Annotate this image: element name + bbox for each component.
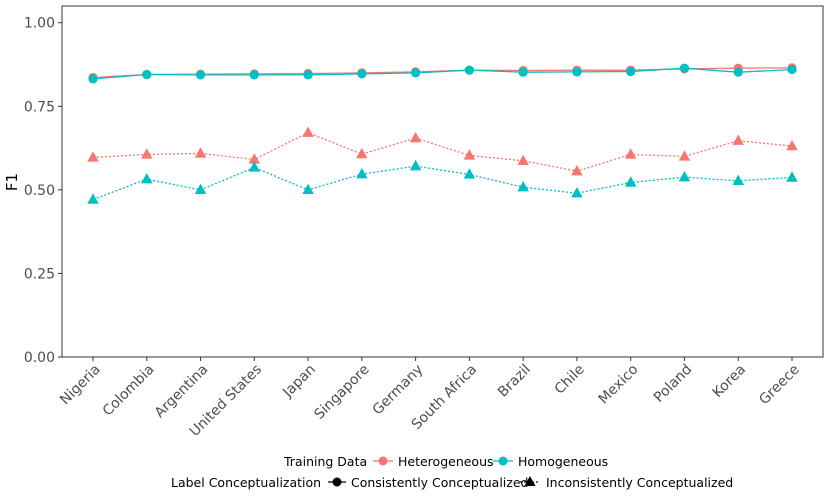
point-triangle-heterogeneous bbox=[302, 126, 314, 137]
point-circle-homogeneous bbox=[195, 70, 206, 80]
legend-label-heterogeneous: Heterogeneous bbox=[398, 454, 494, 469]
legend-label-inconsistent: Inconsistently Conceptualized bbox=[546, 475, 733, 490]
legend-key-homogeneous bbox=[493, 456, 513, 466]
plot-panel bbox=[61, 5, 824, 358]
legend-conceptualization: Label Conceptualization Consistently Con… bbox=[171, 475, 733, 490]
point-circle-homogeneous bbox=[626, 66, 636, 77]
y-tick-label: 0.25 bbox=[24, 266, 55, 282]
point-triangle-homogeneous bbox=[517, 180, 529, 192]
point-triangle-heterogeneous bbox=[732, 134, 744, 145]
point-triangle-homogeneous bbox=[194, 183, 207, 195]
x-tick-label: Mexico bbox=[596, 362, 642, 408]
point-triangle-homogeneous bbox=[302, 183, 314, 195]
point-triangle-homogeneous bbox=[409, 159, 422, 171]
x-tick-label: Japan bbox=[279, 362, 319, 402]
y-tick-label: 0.00 bbox=[24, 350, 55, 366]
legend-training-title: Training Data bbox=[283, 454, 367, 469]
point-triangle-homogeneous bbox=[248, 161, 261, 172]
x-tick-label: Greece bbox=[756, 362, 803, 409]
x-tick-label: Korea bbox=[710, 362, 749, 401]
point-triangle-homogeneous bbox=[624, 176, 637, 187]
x-tick-label: Colombia bbox=[100, 362, 158, 420]
x-tick-label: Brazil bbox=[495, 362, 534, 401]
point-triangle-homogeneous bbox=[463, 168, 476, 179]
legend-label-consistent: Consistently Conceptualized bbox=[351, 475, 528, 490]
x-tick-label: Chile bbox=[552, 362, 588, 398]
series-line-homogeneous-consistently-conceptualized bbox=[92, 67, 793, 80]
x-tick-label: Nigeria bbox=[57, 362, 104, 409]
y-axis-title: F1 bbox=[3, 173, 21, 191]
point-circle-homogeneous bbox=[572, 67, 582, 77]
point-circle-homogeneous bbox=[464, 65, 474, 75]
legend-key-heterogeneous bbox=[373, 456, 393, 466]
point-triangle-heterogeneous bbox=[463, 149, 476, 160]
point-triangle-heterogeneous bbox=[356, 147, 368, 159]
point-circle-homogeneous bbox=[733, 67, 743, 77]
point-triangle-heterogeneous bbox=[409, 131, 422, 143]
point-triangle-heterogeneous bbox=[517, 154, 529, 165]
y-tick-label: 1.00 bbox=[24, 16, 55, 32]
series-line-heterogeneous-inconsistently-conceptualized bbox=[92, 131, 793, 172]
point-circle-homogeneous bbox=[411, 68, 421, 78]
point-triangle-heterogeneous bbox=[248, 153, 261, 164]
point-triangle-heterogeneous bbox=[678, 150, 691, 161]
point-triangle-homogeneous bbox=[678, 170, 691, 182]
legend-key-inconsistent bbox=[520, 476, 540, 486]
point-triangle-homogeneous bbox=[732, 174, 744, 186]
x-tick-label: Germany bbox=[370, 362, 427, 419]
point-triangle-heterogeneous bbox=[141, 148, 153, 159]
point-circle-homogeneous bbox=[679, 63, 690, 73]
point-triangle-homogeneous bbox=[87, 193, 99, 204]
point-triangle-homogeneous bbox=[356, 167, 368, 179]
y-tick-label: 0.50 bbox=[24, 183, 55, 199]
y-axis: 0.00 0.25 0.50 0.75 1.00 bbox=[24, 16, 62, 366]
legend-concept-title: Label Conceptualization bbox=[171, 475, 321, 490]
point-circle-homogeneous bbox=[787, 64, 797, 75]
legend-training: Training Data Heterogeneous Homogeneous bbox=[283, 454, 608, 469]
y-tick-label: 0.75 bbox=[24, 99, 55, 115]
point-circle-homogeneous bbox=[518, 67, 528, 77]
point-triangle-homogeneous bbox=[786, 171, 798, 182]
point-triangle-homogeneous bbox=[571, 187, 583, 198]
point-circle-homogeneous bbox=[249, 70, 259, 80]
point-circle-homogeneous bbox=[88, 74, 98, 84]
point-triangle-heterogeneous bbox=[571, 164, 583, 176]
point-triangle-heterogeneous bbox=[624, 148, 637, 159]
point-triangle-heterogeneous bbox=[194, 147, 207, 158]
point-circle-homogeneous bbox=[357, 69, 367, 79]
x-tick-label: Poland bbox=[651, 362, 695, 406]
series-layer bbox=[87, 63, 798, 204]
point-circle-homogeneous bbox=[142, 69, 152, 80]
x-tick-label: Singapore bbox=[311, 362, 372, 423]
point-triangle-homogeneous bbox=[141, 172, 153, 184]
point-triangle-heterogeneous bbox=[786, 139, 798, 151]
legend-label-homogeneous: Homogeneous bbox=[518, 454, 608, 469]
legend-key-consistent bbox=[328, 477, 346, 487]
point-triangle-heterogeneous bbox=[87, 151, 99, 162]
point-circle-homogeneous bbox=[303, 70, 313, 80]
